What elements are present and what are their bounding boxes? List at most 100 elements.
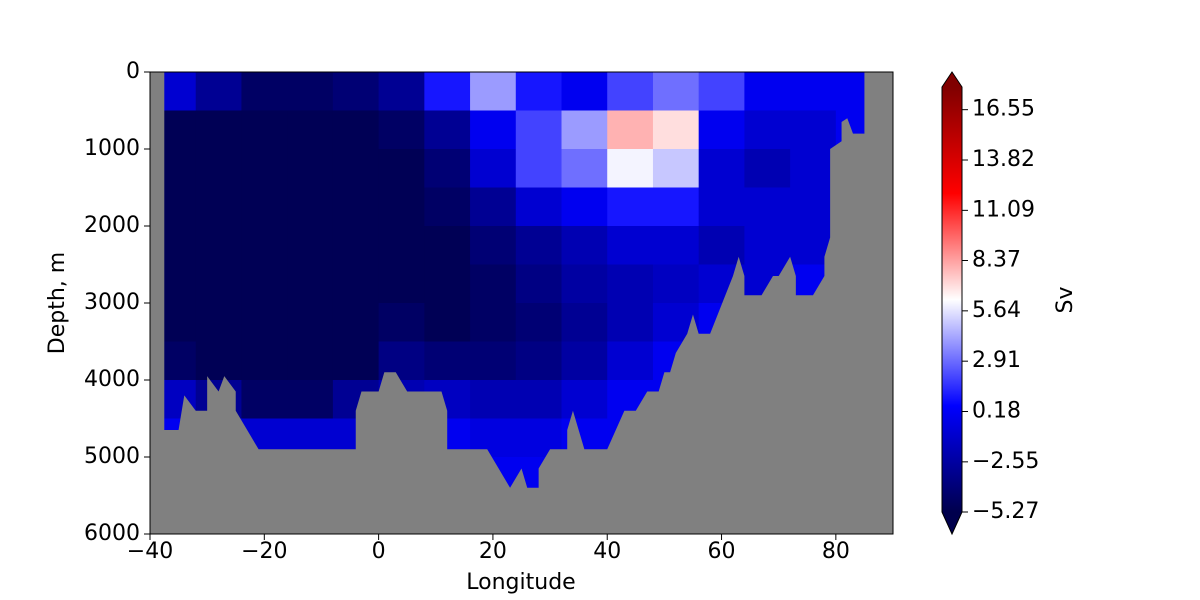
field-cell <box>424 303 471 342</box>
colorbar-tick-label: 8.37 <box>972 248 1021 273</box>
field-cell <box>332 226 380 265</box>
field-cell <box>561 187 608 227</box>
field-cell <box>744 187 791 227</box>
field-cell <box>698 226 745 265</box>
field-cell <box>744 110 791 150</box>
field-cell <box>515 341 563 381</box>
field-cell <box>698 149 745 188</box>
field-cell <box>378 72 425 111</box>
field-cell <box>378 303 425 342</box>
field-cell <box>378 149 425 188</box>
x-axis-label: Longitude <box>466 570 575 595</box>
field-cell <box>515 380 563 419</box>
field-cell <box>195 341 242 381</box>
field-cell <box>378 187 425 227</box>
colorbar-tick-label: 5.64 <box>972 298 1021 323</box>
field-cell <box>607 264 654 304</box>
field-cell <box>424 226 471 265</box>
field-cell <box>515 303 563 342</box>
field-cell <box>652 187 700 227</box>
field-cell <box>424 341 471 381</box>
field-cell <box>607 110 654 150</box>
x-tick-label: −20 <box>241 539 287 564</box>
field-cell <box>470 226 517 265</box>
field-cell <box>287 226 334 265</box>
field-cell <box>561 341 608 381</box>
field-cell <box>378 264 425 304</box>
field-cell <box>515 149 563 188</box>
colorbar-tick-label: 2.91 <box>972 348 1021 373</box>
field-cell <box>241 341 288 381</box>
field-cell <box>607 341 654 381</box>
field-cell <box>287 341 334 381</box>
y-tick-label: 1000 <box>84 136 140 161</box>
field-cell <box>287 264 334 304</box>
field-cell <box>607 226 654 265</box>
colorbar-frame <box>941 71 963 536</box>
field-cell <box>241 187 288 227</box>
colorbar-extend-max <box>942 72 962 87</box>
x-tick-label: 20 <box>479 539 507 564</box>
colorbar-tick-label: −2.55 <box>972 449 1039 474</box>
field-cell <box>287 380 334 419</box>
field-cell <box>332 72 380 111</box>
y-tick-label: 5000 <box>84 444 140 469</box>
field-cell <box>287 110 334 150</box>
field-cell <box>744 72 791 111</box>
field-cell <box>378 110 425 150</box>
field-cell <box>195 72 242 111</box>
field-cell <box>652 264 700 304</box>
field-cell <box>287 303 334 342</box>
field-cell <box>790 72 837 111</box>
field-cell <box>790 110 837 150</box>
field-cell <box>561 110 608 150</box>
colorbar-tick-label: 11.09 <box>972 197 1035 222</box>
field-cell <box>515 226 563 265</box>
field-cell <box>424 264 471 304</box>
field-cell <box>195 226 242 265</box>
plot-area <box>150 72 893 534</box>
colorbar-tick-label: 16.55 <box>972 97 1035 122</box>
x-tick-label: 40 <box>593 539 621 564</box>
field-cell <box>607 149 654 188</box>
field-cell <box>332 303 380 342</box>
field-cell <box>241 380 288 419</box>
field-cell <box>332 187 380 227</box>
field-cell <box>561 264 608 304</box>
field-cell <box>652 226 700 265</box>
colorbar-label: Sv <box>1053 287 1078 314</box>
field-cell <box>195 187 242 227</box>
field-cell <box>241 110 288 150</box>
field-cell <box>241 72 288 111</box>
field-cell <box>424 149 471 188</box>
field-cell <box>332 110 380 150</box>
field-cell <box>790 149 837 188</box>
field-cell <box>470 303 517 342</box>
field-cell <box>515 110 563 150</box>
colorbar <box>942 87 962 512</box>
field-cell <box>470 149 517 188</box>
y-axis-label: Depth, m <box>45 252 70 354</box>
field-cell <box>561 380 608 419</box>
field-cell <box>241 264 288 304</box>
field-cell <box>424 110 471 150</box>
field-cell <box>470 341 517 381</box>
field-cell <box>607 187 654 227</box>
y-tick-label: 4000 <box>84 367 140 392</box>
field-cell <box>698 110 745 150</box>
field-cell <box>561 72 608 111</box>
colorbar-tick-label: −5.27 <box>972 499 1039 524</box>
y-tick-label: 6000 <box>84 521 140 546</box>
field-cell <box>652 110 700 150</box>
field-cell <box>515 187 563 227</box>
colorbar-extend-min <box>942 512 962 534</box>
field-cell <box>561 303 608 342</box>
x-tick-label: −40 <box>127 539 173 564</box>
field-cell <box>332 341 380 381</box>
field-cell <box>698 72 745 111</box>
field-cell <box>424 72 471 111</box>
field-cell <box>332 149 380 188</box>
field-cell <box>698 187 745 227</box>
field-cell <box>332 264 380 304</box>
